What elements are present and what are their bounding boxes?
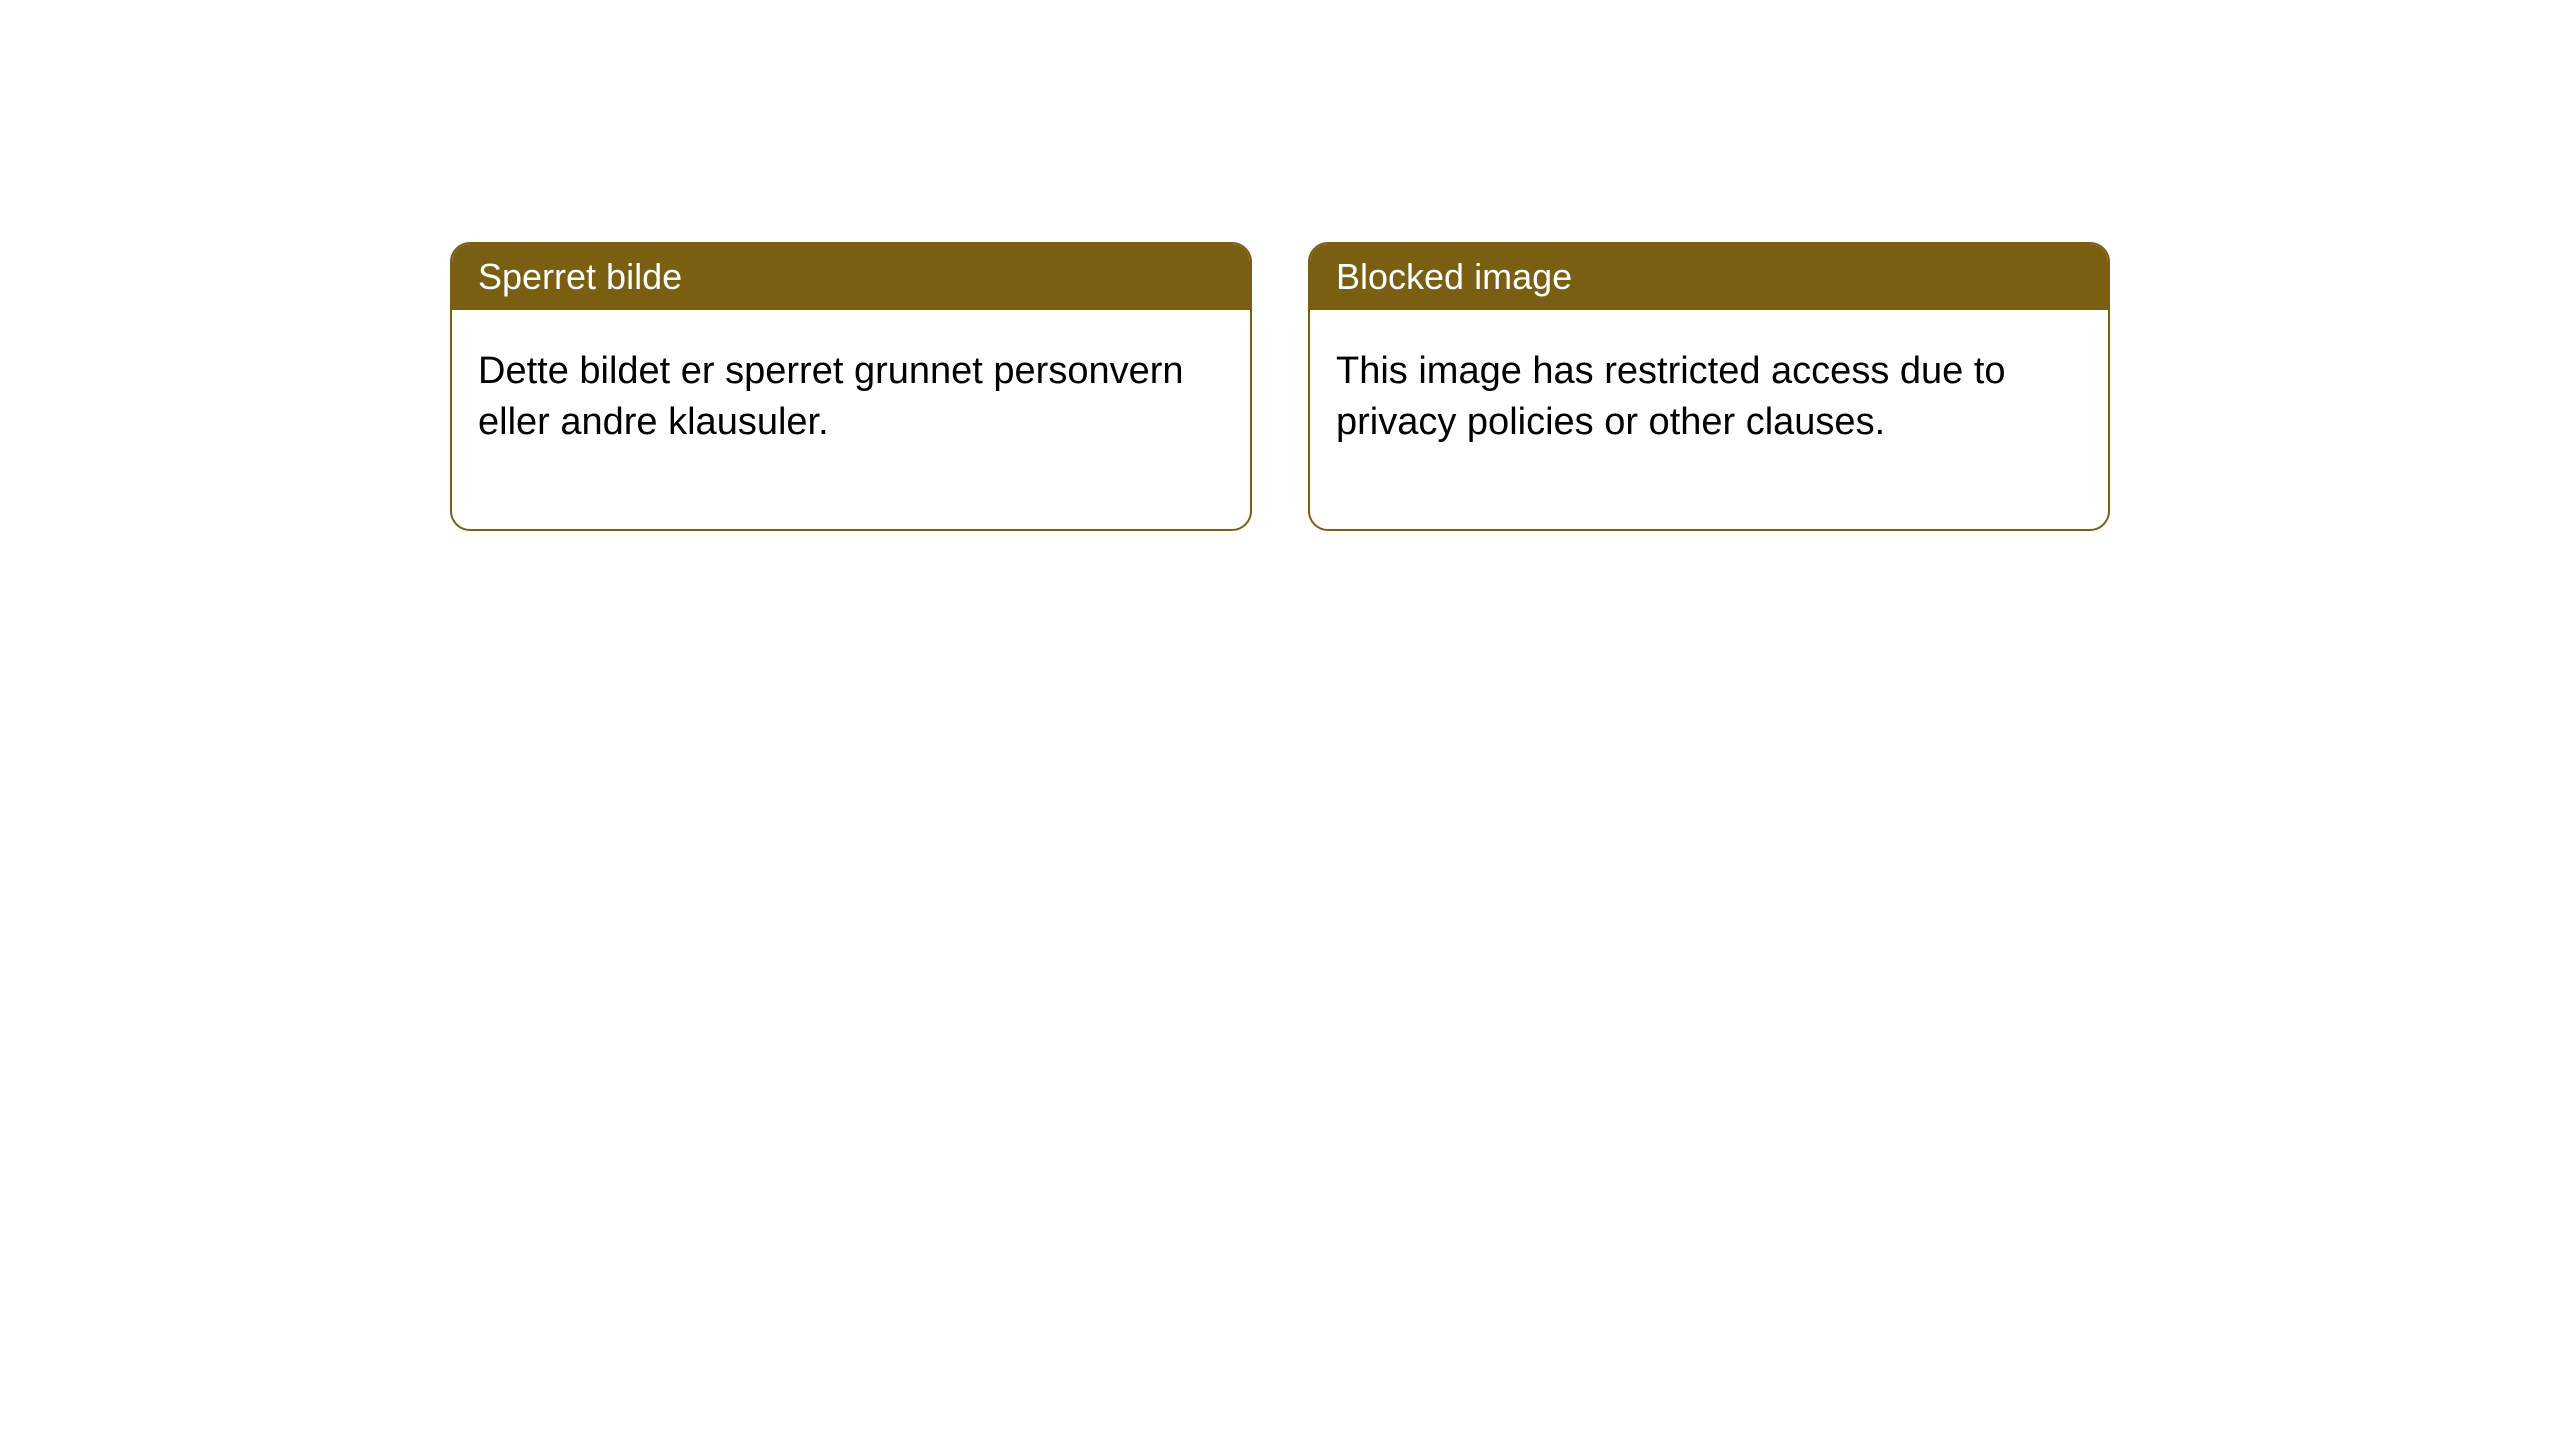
notices-container: Sperret bilde Dette bildet er sperret gr…: [450, 242, 2110, 531]
notice-body-norwegian: Dette bildet er sperret grunnet personve…: [452, 310, 1250, 529]
notice-title-norwegian: Sperret bilde: [478, 256, 682, 297]
notice-text-norwegian: Dette bildet er sperret grunnet personve…: [478, 350, 1184, 443]
notice-card-english: Blocked image This image has restricted …: [1308, 242, 2110, 531]
notice-header-english: Blocked image: [1310, 244, 2108, 310]
notice-card-norwegian: Sperret bilde Dette bildet er sperret gr…: [450, 242, 1252, 531]
notice-header-norwegian: Sperret bilde: [452, 244, 1250, 310]
notice-body-english: This image has restricted access due to …: [1310, 310, 2108, 529]
notice-text-english: This image has restricted access due to …: [1336, 350, 2006, 443]
notice-title-english: Blocked image: [1336, 256, 1572, 297]
